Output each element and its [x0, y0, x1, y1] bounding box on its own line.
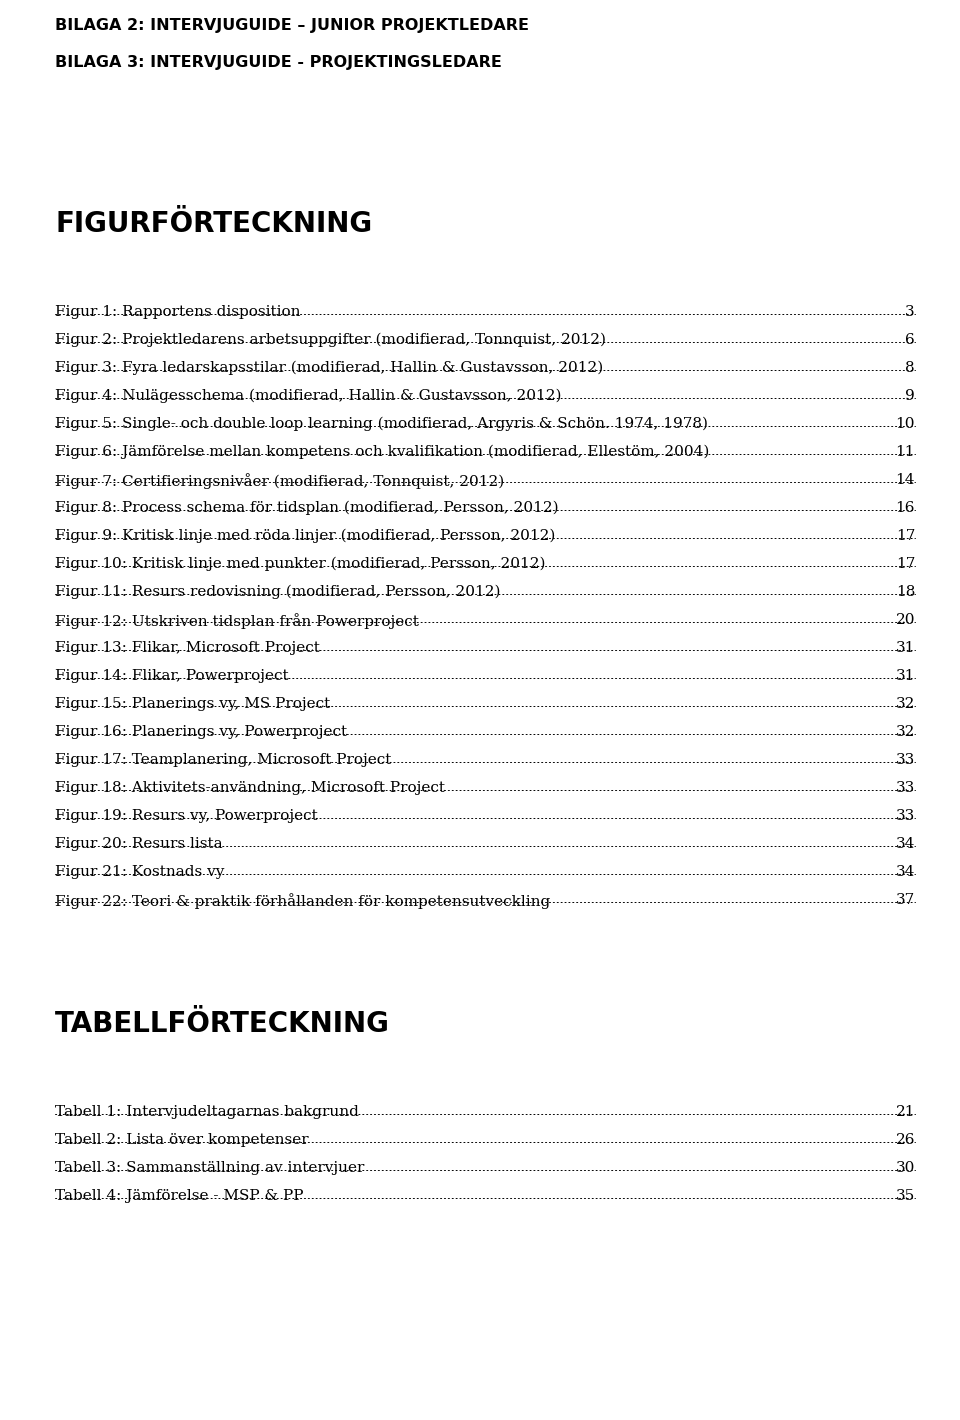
Text: Figur 9: Kritisk linje med röda linjer (modifierad, Persson, 2012): Figur 9: Kritisk linje med röda linjer (…: [55, 530, 556, 544]
Text: 9: 9: [905, 389, 915, 403]
Text: Figur 19: Resurs vy, Powerproject: Figur 19: Resurs vy, Powerproject: [55, 809, 318, 824]
Text: TABELLFÖRTECKNING: TABELLFÖRTECKNING: [55, 1010, 390, 1038]
Text: 14: 14: [896, 473, 915, 487]
Text: FIGURFÖRTECKNING: FIGURFÖRTECKNING: [55, 210, 372, 239]
Text: Figur 3: Fyra ledarskapsstilar (modifierad, Hallin & Gustavsson, 2012): Figur 3: Fyra ledarskapsstilar (modifier…: [55, 361, 603, 375]
Text: Figur 21: Kostnads vy: Figur 21: Kostnads vy: [55, 865, 225, 879]
Text: 6: 6: [905, 334, 915, 346]
Text: Figur 14: Flikar, Powerproject: Figur 14: Flikar, Powerproject: [55, 669, 289, 683]
Text: 34: 34: [896, 865, 915, 879]
Text: Figur 20: Resurs lista: Figur 20: Resurs lista: [55, 836, 223, 851]
Text: BILAGA 3: INTERVJUGUIDE - PROJEKTINGSLEDARE: BILAGA 3: INTERVJUGUIDE - PROJEKTINGSLED…: [55, 55, 502, 70]
Text: Figur 2: Projektledarens arbetsuppgifter (modifierad, Tonnquist, 2012): Figur 2: Projektledarens arbetsuppgifter…: [55, 334, 606, 348]
Text: Tabell 2: Lista över kompetenser: Tabell 2: Lista över kompetenser: [55, 1133, 308, 1147]
Text: 16: 16: [896, 501, 915, 515]
Text: Figur 8: Process schema för tidsplan (modifierad, Persson, 2012): Figur 8: Process schema för tidsplan (mo…: [55, 501, 559, 515]
Text: Figur 5: Single- och double loop learning (modifierad, Argyris & Schön. 1974, 19: Figur 5: Single- och double loop learnin…: [55, 417, 708, 432]
Text: Figur 7: Certifieringsnivåer (modifierad, Tonnquist, 2012): Figur 7: Certifieringsnivåer (modifierad…: [55, 473, 504, 488]
Text: 32: 32: [896, 726, 915, 738]
Text: BILAGA 2: INTERVJUGUIDE – JUNIOR PROJEKTLEDARE: BILAGA 2: INTERVJUGUIDE – JUNIOR PROJEKT…: [55, 18, 529, 33]
Text: Figur 17: Teamplanering, Microsoft Project: Figur 17: Teamplanering, Microsoft Proje…: [55, 753, 392, 767]
Text: 10: 10: [896, 417, 915, 432]
Text: 33: 33: [896, 809, 915, 824]
Text: Figur 22: Teori & praktik förhållanden för kompetensutveckling: Figur 22: Teori & praktik förhållanden f…: [55, 893, 550, 909]
Text: Figur 10: Kritisk linje med punkter (modifierad, Persson, 2012): Figur 10: Kritisk linje med punkter (mod…: [55, 557, 545, 571]
Text: 21: 21: [896, 1105, 915, 1119]
Text: 35: 35: [896, 1189, 915, 1203]
Text: Figur 4: Nulägesschema (modifierad, Hallin & Gustavsson, 2012): Figur 4: Nulägesschema (modifierad, Hall…: [55, 389, 562, 403]
Text: 3: 3: [905, 305, 915, 320]
Text: 17: 17: [896, 557, 915, 571]
Text: Figur 15: Planerings vy, MS Project: Figur 15: Planerings vy, MS Project: [55, 697, 330, 711]
Text: 33: 33: [896, 753, 915, 767]
Text: Figur 12: Utskriven tidsplan från Powerproject: Figur 12: Utskriven tidsplan från Powerp…: [55, 613, 419, 629]
Text: Figur 13: Flikar, Microsoft Project: Figur 13: Flikar, Microsoft Project: [55, 640, 320, 655]
Text: Tabell 3: Sammanställning av intervjuer: Tabell 3: Sammanställning av intervjuer: [55, 1162, 365, 1174]
Text: Figur 11: Resurs redovisning (modifierad, Persson, 2012): Figur 11: Resurs redovisning (modifierad…: [55, 585, 500, 599]
Text: 32: 32: [896, 697, 915, 711]
Text: 30: 30: [896, 1162, 915, 1174]
Text: 33: 33: [896, 781, 915, 795]
Text: 18: 18: [896, 585, 915, 599]
Text: Figur 16: Planerings vy, Powerproject: Figur 16: Planerings vy, Powerproject: [55, 726, 348, 738]
Text: 8: 8: [905, 361, 915, 375]
Text: Tabell 4: Jämförelse - MSP & PP: Tabell 4: Jämförelse - MSP & PP: [55, 1189, 303, 1203]
Text: 31: 31: [896, 669, 915, 683]
Text: 20: 20: [896, 613, 915, 628]
Text: 34: 34: [896, 836, 915, 851]
Text: Tabell 1: Intervjudeltagarnas bakgrund: Tabell 1: Intervjudeltagarnas bakgrund: [55, 1105, 359, 1119]
Text: 26: 26: [896, 1133, 915, 1147]
Text: 11: 11: [896, 444, 915, 459]
Text: Figur 1: Rapportens disposition: Figur 1: Rapportens disposition: [55, 305, 300, 320]
Text: 31: 31: [896, 640, 915, 655]
Text: 17: 17: [896, 530, 915, 542]
Text: Figur 18: Aktivitets-användning, Microsoft Project: Figur 18: Aktivitets-användning, Microso…: [55, 781, 445, 795]
Text: 37: 37: [896, 893, 915, 907]
Text: Figur 6: Jämförelse mellan kompetens och kvalifikation (modifierad, Ellestöm, 20: Figur 6: Jämförelse mellan kompetens och…: [55, 444, 709, 460]
